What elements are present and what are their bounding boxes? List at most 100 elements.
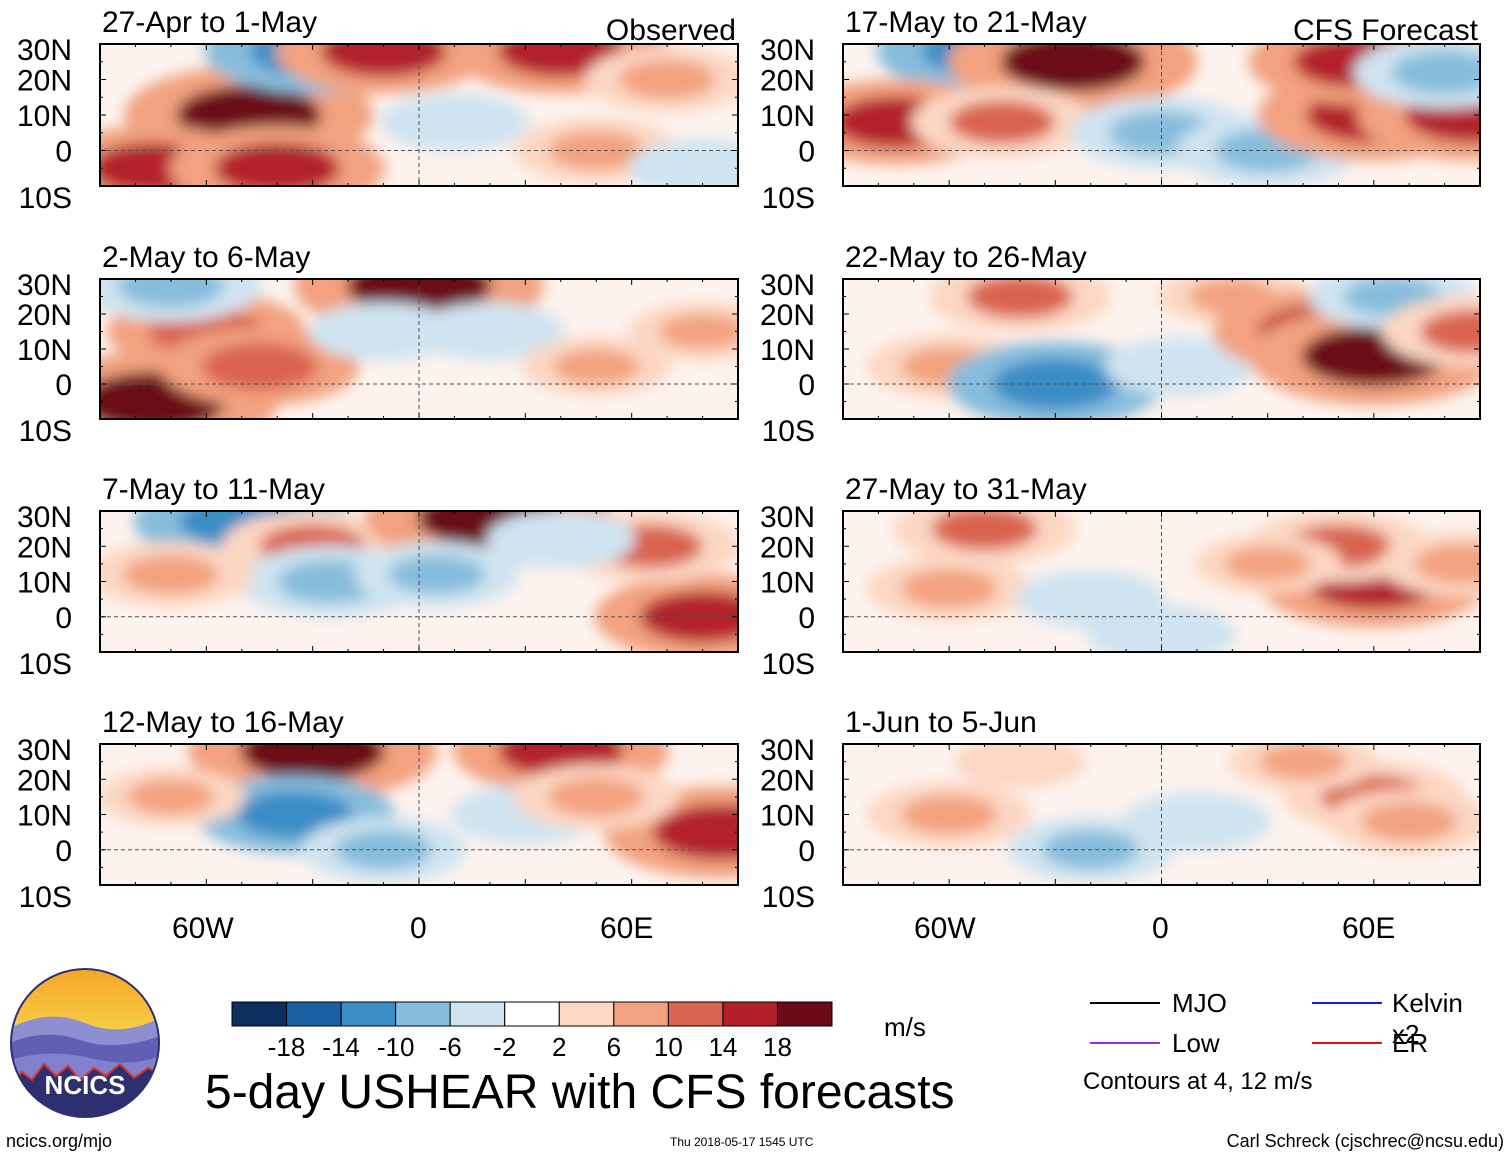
- anomaly-core: [517, 521, 604, 557]
- anomaly-core: [1000, 44, 1146, 92]
- legend-label-kelvin: Kelvin x2: [1392, 988, 1463, 1049]
- lat-label: 20N: [760, 299, 815, 332]
- shear-field: [843, 44, 1480, 186]
- lat-label: 10S: [762, 415, 815, 448]
- colorbar-swatch: [340, 1001, 397, 1027]
- lon-label-0-right: 0: [1152, 912, 1169, 945]
- anomaly-core: [967, 279, 1073, 319]
- shear-field: [100, 511, 738, 652]
- panel-title: 17-May to 21-May: [845, 6, 1087, 39]
- lat-label: 0: [798, 835, 815, 868]
- lat-label: 10S: [19, 881, 72, 914]
- anomaly-core: [1118, 616, 1205, 652]
- lat-label: 20N: [760, 764, 815, 797]
- anomaly-core: [388, 554, 485, 595]
- lon-label-0-left: 0: [410, 912, 427, 945]
- contours-note: Contours at 4, 12 m/s: [1083, 1068, 1313, 1095]
- anomaly-core: [1420, 309, 1480, 354]
- anomaly-core: [240, 744, 385, 781]
- anomaly-core: [1414, 544, 1480, 584]
- anomaly-core: [931, 511, 1038, 551]
- panel-title: 27-Apr to 1-May: [102, 6, 317, 39]
- lat-label: 10S: [19, 648, 72, 681]
- colorbar-swatch: [667, 1001, 724, 1027]
- footer-url[interactable]: ncics.org/mjo: [6, 1131, 113, 1151]
- logo-text: NCICS: [45, 1070, 126, 1100]
- legend-line-low: [1090, 1042, 1160, 1044]
- colorbar-swatch: [722, 1001, 778, 1027]
- lon-label-60w-right: 60W: [914, 912, 976, 945]
- anomaly-core: [201, 342, 318, 391]
- lat-label: 20N: [17, 65, 72, 98]
- lon-label-60e-left: 60E: [600, 912, 654, 945]
- colorbar-swatch: [776, 1001, 833, 1027]
- anomaly-core: [548, 130, 645, 171]
- anomaly-core: [1153, 803, 1241, 840]
- lat-label: 20N: [760, 531, 815, 564]
- lat-label: 10N: [760, 100, 815, 133]
- lat-label: 0: [55, 136, 72, 169]
- shear-field: [866, 511, 1480, 652]
- lat-label: 10S: [762, 881, 815, 914]
- anomaly-core: [659, 150, 738, 186]
- legend-line-kelvin: [1312, 1002, 1382, 1004]
- anomaly-core: [214, 142, 340, 186]
- lat-label: 0: [55, 835, 72, 868]
- colorbar-tick-label: 6: [607, 1032, 621, 1062]
- colorbar-tick-label: -2: [493, 1032, 516, 1062]
- figure-title: 5-day USHEAR with CFS forecasts: [205, 1066, 955, 1119]
- colorbar-tick-label: 10: [654, 1032, 683, 1062]
- anomaly-core: [1391, 50, 1480, 94]
- colorbar: -18 -14 -10 -6 -2 2 6 10 14 18: [231, 1001, 833, 1062]
- colorbar-swatch: [558, 1001, 615, 1027]
- panel-grid: 27-Apr to 1-May Observed30N20N10N010S17-M…: [17, 6, 1481, 914]
- colorbar-tick-label: 18: [763, 1032, 792, 1062]
- lat-label: 30N: [760, 501, 815, 534]
- panel-tag: CFS Forecast: [1293, 14, 1479, 47]
- anomaly-core: [118, 279, 224, 308]
- lat-label: 0: [798, 369, 815, 402]
- lon-label-60w-left: 60W: [172, 912, 234, 945]
- colorbar-swatch: [231, 1001, 288, 1027]
- ncics-logo[interactable]: NCICS: [10, 968, 160, 1118]
- anomaly-core: [1361, 801, 1458, 842]
- colorbar-swatch: [395, 1001, 451, 1027]
- legend-line-er: [1312, 1042, 1382, 1044]
- colorbar-swatch: [613, 1001, 669, 1027]
- shear-field: [100, 44, 738, 186]
- lat-label: 30N: [760, 34, 815, 67]
- lat-label: 20N: [17, 531, 72, 564]
- footer-timestamp: Thu 2018-05-17 1545 UTC: [670, 1135, 814, 1149]
- anomaly-core: [1047, 581, 1134, 617]
- anomaly-core: [619, 59, 716, 100]
- lat-label: 10S: [762, 182, 815, 215]
- colorbar-tick-label: -18: [268, 1032, 306, 1062]
- anomaly-core: [411, 104, 498, 140]
- lat-label: 10N: [760, 334, 815, 367]
- anomaly-core: [981, 745, 1059, 778]
- panel-title: 1-Jun to 5-Jun: [845, 706, 1037, 739]
- panel-title: 2-May to 6-May: [102, 241, 310, 274]
- colorbar-unit: m/s: [884, 1012, 926, 1042]
- colorbar-swatch: [286, 1001, 342, 1027]
- legend-label-er: ER: [1392, 1028, 1429, 1058]
- colorbar-tick-label: 2: [552, 1032, 566, 1062]
- colorbar-swatch: [504, 1001, 560, 1027]
- panel-tag: Observed: [606, 14, 736, 47]
- lat-label: 30N: [17, 34, 72, 67]
- colorbar-swatch: [449, 1001, 506, 1027]
- anomaly-core: [446, 313, 534, 350]
- colorbar-tick-label: -10: [377, 1032, 415, 1062]
- anomaly-core: [122, 554, 219, 595]
- anomaly-core: [901, 568, 998, 609]
- anomaly-core: [1224, 546, 1311, 582]
- colorbar-tick-label: -6: [439, 1032, 462, 1062]
- anomaly-core: [901, 794, 998, 835]
- lat-label: 20N: [760, 65, 815, 98]
- anomaly-core: [127, 779, 215, 815]
